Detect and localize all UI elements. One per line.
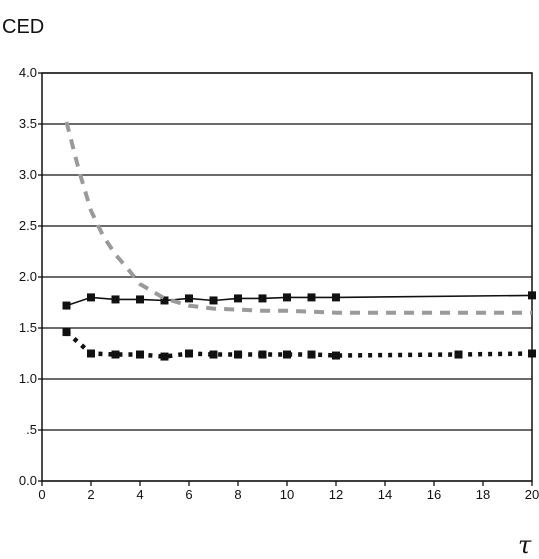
gridlines xyxy=(42,72,532,482)
series-3 xyxy=(64,121,532,315)
data-point xyxy=(528,291,536,300)
y-tick-label: 1.0 xyxy=(19,371,37,386)
series-1 xyxy=(62,291,536,310)
data-point xyxy=(332,351,340,360)
data-point xyxy=(87,293,95,302)
x-tick-label: 2 xyxy=(87,487,94,502)
data-point xyxy=(62,328,71,337)
data-point xyxy=(307,293,316,302)
data-point xyxy=(234,350,242,359)
data-point xyxy=(185,294,193,303)
series-line xyxy=(65,330,533,359)
x-tick-label: 0 xyxy=(38,487,45,502)
series-line xyxy=(64,121,532,315)
data-point xyxy=(454,350,463,359)
series-group xyxy=(62,121,536,361)
y-tick-label: 2.0 xyxy=(19,269,37,284)
y-axis-label: CED xyxy=(2,16,44,38)
data-point xyxy=(136,350,144,359)
data-point xyxy=(528,349,536,358)
x-axis-ticks: 0 2 4 6 8 10 12 14 16 18 20 xyxy=(38,481,539,502)
y-axis-ticks: 0.0 .5 1.0 1.5 2.0 2.5 3.0 3.5 4.0 xyxy=(19,65,42,488)
y-tick-label: 2.5 xyxy=(19,218,37,233)
y-tick-label: 4.0 xyxy=(19,65,37,80)
x-tick-label: 12 xyxy=(329,487,343,502)
y-tick-label: 0.0 xyxy=(19,473,37,488)
series-2 xyxy=(62,328,536,361)
data-point xyxy=(111,295,120,304)
x-tick-label: 14 xyxy=(378,487,392,502)
data-point xyxy=(160,352,169,361)
x-tick-label: 6 xyxy=(185,487,192,502)
data-point xyxy=(234,294,242,303)
x-tick-label: 10 xyxy=(280,487,294,502)
x-axis-label: τ xyxy=(518,531,532,559)
x-tick-label: 4 xyxy=(136,487,143,502)
y-tick-label: 3.5 xyxy=(19,116,37,131)
data-point xyxy=(87,349,95,358)
data-point xyxy=(258,294,267,303)
data-point xyxy=(209,296,218,305)
data-point xyxy=(209,350,218,359)
y-tick-label: 1.5 xyxy=(19,320,37,335)
data-point xyxy=(258,350,267,359)
data-point xyxy=(185,349,193,358)
y-tick-label: 3.0 xyxy=(19,167,37,182)
data-point xyxy=(283,350,291,359)
y-tick-label: .5 xyxy=(26,422,37,437)
data-point xyxy=(332,293,340,302)
data-point xyxy=(307,350,316,359)
x-tick-label: 20 xyxy=(525,487,539,502)
data-point xyxy=(136,295,144,304)
data-point xyxy=(111,350,120,359)
data-point xyxy=(62,301,71,310)
data-point xyxy=(283,293,291,302)
x-tick-label: 18 xyxy=(476,487,490,502)
data-point xyxy=(160,296,169,305)
x-tick-label: 16 xyxy=(427,487,441,502)
x-tick-label: 8 xyxy=(234,487,241,502)
